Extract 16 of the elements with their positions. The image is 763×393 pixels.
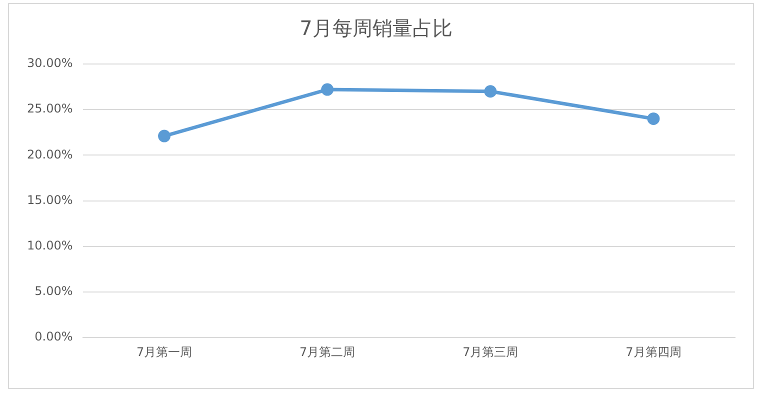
y-tick-label: 0.00%: [34, 330, 73, 344]
x-tick-label: 7月第二周: [300, 344, 356, 359]
x-tick-label: 7月第三周: [462, 344, 518, 359]
y-tick-label: 30.00%: [26, 56, 73, 70]
point: [158, 130, 171, 142]
y-tick-label: 25.00%: [26, 102, 73, 116]
point: [647, 112, 660, 125]
x-tick-label: 7月第四周: [626, 344, 682, 359]
point: [321, 83, 334, 96]
x-tick-label: 7月第一周: [136, 344, 192, 359]
chart-title: 7月每周销量占比: [300, 16, 452, 40]
y-tick-label: 15.00%: [26, 192, 73, 207]
y-tick-label: 10.00%: [26, 238, 73, 253]
y-tick-label: 20.00%: [26, 147, 73, 162]
point: [484, 85, 497, 98]
y-tick-label: 5.00%: [34, 284, 73, 298]
